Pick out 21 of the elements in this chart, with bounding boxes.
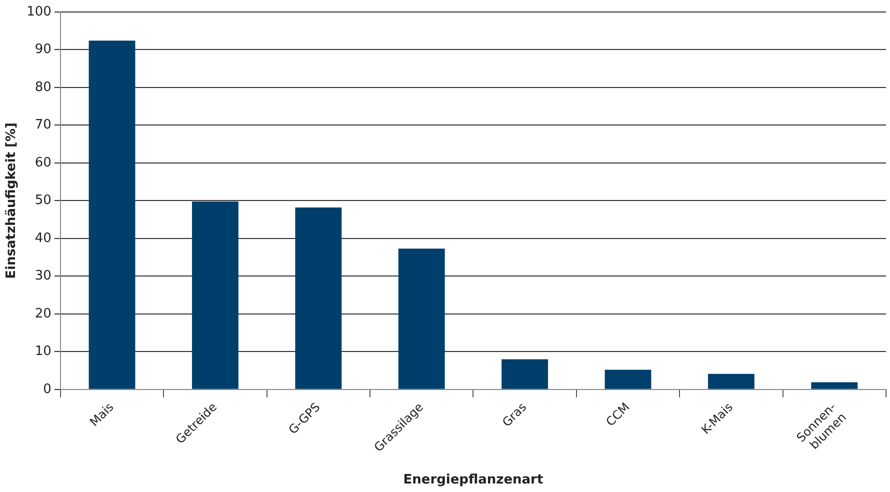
y-tick-label: 30 <box>34 268 52 284</box>
bar <box>811 382 858 389</box>
bar <box>88 40 136 389</box>
bar <box>708 374 754 389</box>
bar <box>295 208 342 389</box>
y-tick-label: 80 <box>34 80 52 95</box>
bar <box>192 201 238 389</box>
y-axis-title: Einsatzhäufigkeit [%] <box>4 122 20 279</box>
y-tick-label: 60 <box>34 155 52 170</box>
y-tick-label: 40 <box>34 230 52 246</box>
y-tick-label: 0 <box>43 382 52 397</box>
bar <box>502 359 548 389</box>
bar <box>604 370 652 389</box>
y-tick-label: 70 <box>34 118 52 133</box>
y-tick-label: 90 <box>34 42 52 58</box>
bar <box>398 248 445 389</box>
y-tick-label: 20 <box>34 306 52 322</box>
y-tick-label: 10 <box>34 344 52 360</box>
x-axis-title: Energiepflanzenart <box>403 472 544 488</box>
y-tick-label: 50 <box>34 193 52 208</box>
y-tick-label: 100 <box>26 4 52 20</box>
